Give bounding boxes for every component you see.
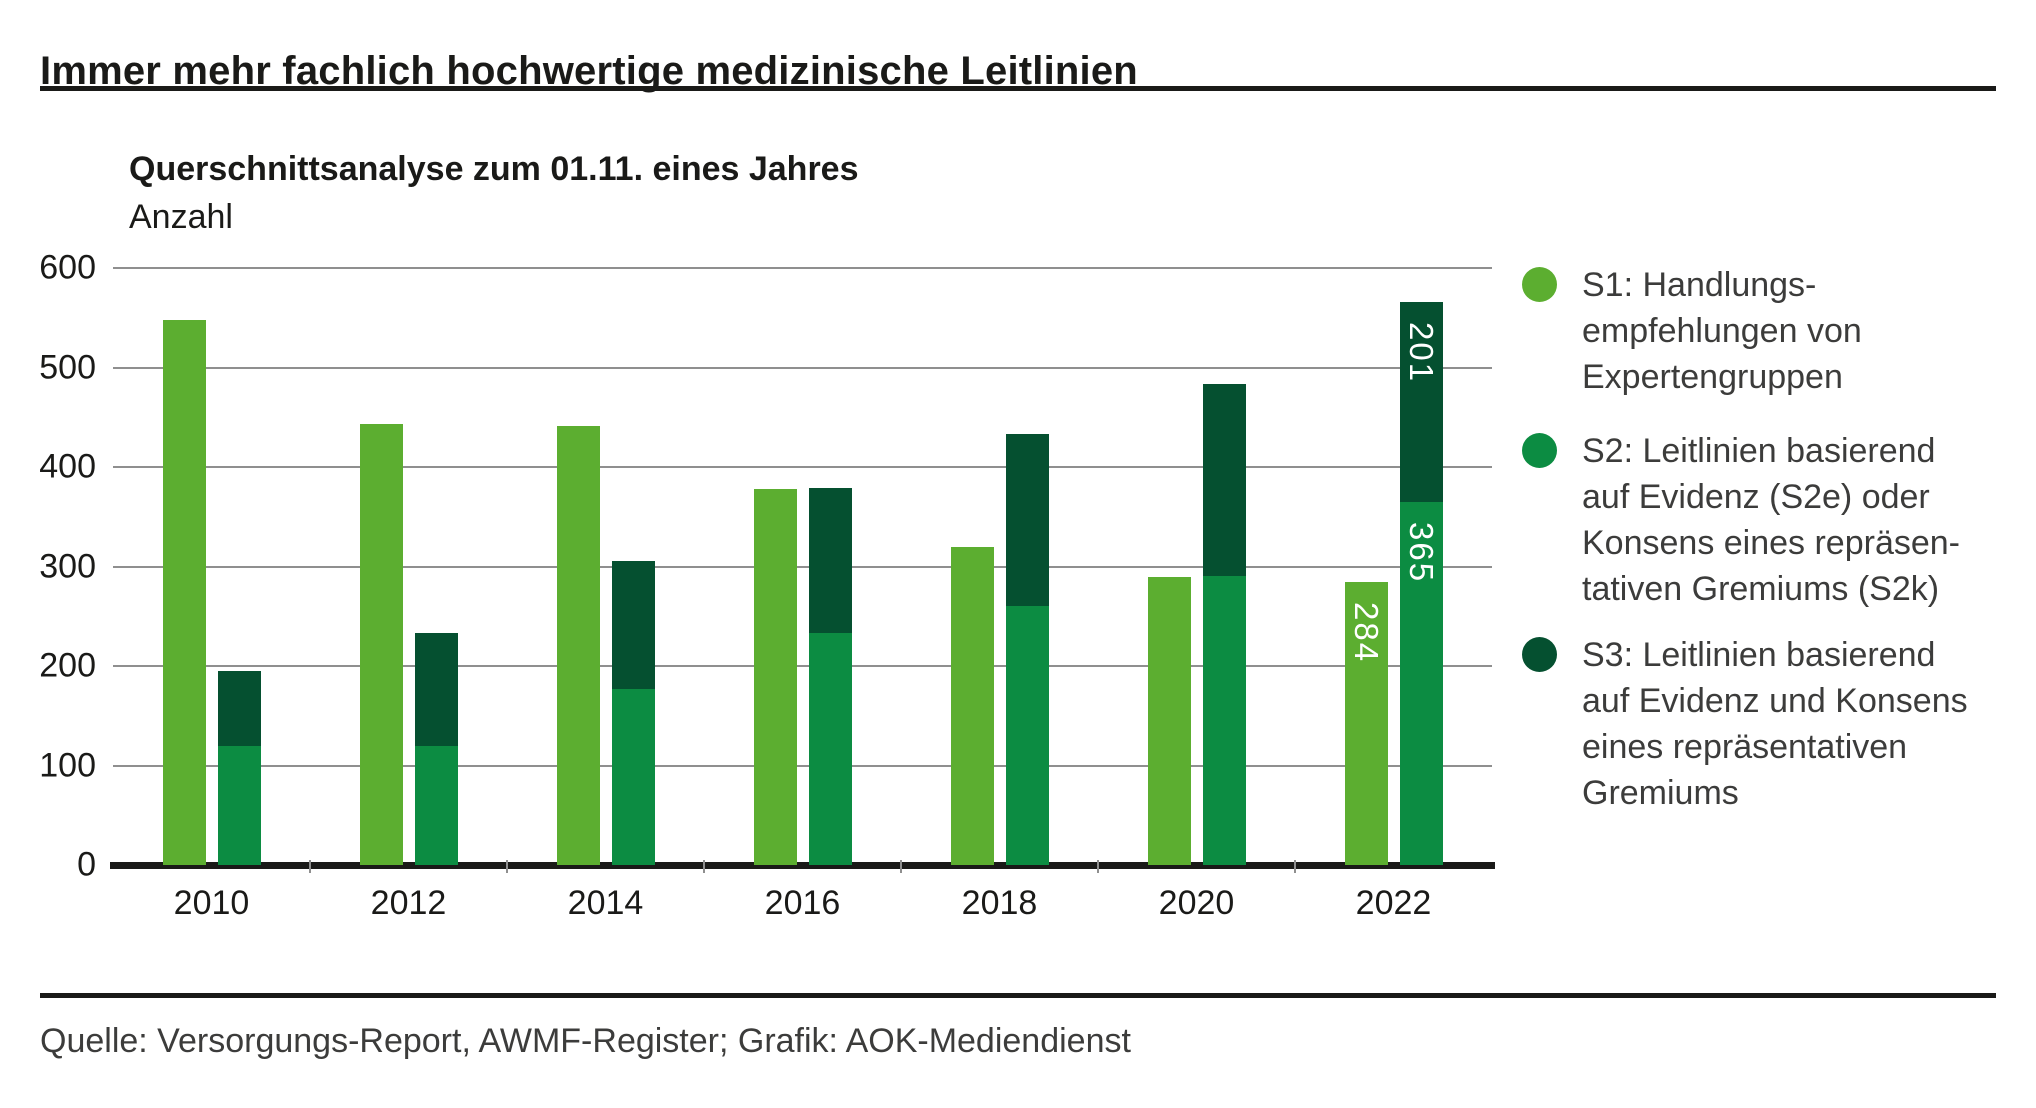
y-tick-500: 500: [39, 348, 96, 386]
x-tick-2018: 2018: [961, 884, 1038, 922]
segment-2022-s2: 365: [1399, 501, 1443, 865]
segment-2012-s2: [414, 745, 458, 865]
bar-2022-s1: 284: [1344, 582, 1388, 865]
gridline-400: [113, 466, 1492, 468]
source-credit: Quelle: Versorgungs-Report, AWMF-Registe…: [40, 1022, 1131, 1060]
x-tick-2022: 2022: [1355, 884, 1432, 922]
segment-2022-s3: 201: [1399, 301, 1443, 502]
gridline-600: [113, 267, 1492, 269]
axis-tick: [703, 860, 705, 873]
gridline-100: [113, 764, 1492, 767]
y-tick-200: 200: [39, 646, 96, 685]
legend-item-s2: S2: Leitlinien basierend auf Evidenz (S2…: [1516, 428, 1960, 612]
axis-tick: [309, 860, 311, 873]
legend-item-s1: S1: Handlungs- empfehlungen von Experten…: [1516, 262, 1862, 400]
page-title: Immer mehr fachlich hochwertige medizini…: [40, 48, 1138, 93]
y-tick-0: 0: [77, 845, 96, 884]
gridline-200: [113, 665, 1492, 667]
segment-2020-s2: [1202, 576, 1246, 865]
y-tick-300: 300: [39, 547, 96, 585]
axis-tick: [1097, 860, 1099, 873]
gridline-500: [113, 366, 1492, 369]
y-tick-100: 100: [39, 746, 96, 784]
segment-2016-s2: [808, 633, 852, 865]
y-tick-400: 400: [39, 447, 96, 486]
chart-subtitle: Querschnittsanalyse zum 01.11. eines Jah…: [129, 150, 859, 188]
y-axis-label: Anzahl: [129, 198, 233, 236]
gridline-300: [113, 565, 1492, 568]
axis-tick: [1294, 860, 1296, 873]
bar-2020-s1: [1147, 577, 1191, 865]
bar-2012-s1: [359, 424, 403, 865]
bar-2018-s1: [950, 546, 994, 865]
s3-legend-dot-icon: [1522, 637, 1557, 672]
chart-legend: S1: Handlungs- empfehlungen von Experten…: [1516, 0, 2036, 900]
legend-item-s3-label: S3: Leitlinien basierend auf Evidenz und…: [1582, 636, 1968, 812]
x-axis-line: [110, 862, 1495, 869]
segment-2014-s2: [611, 688, 655, 865]
bar-2010-s1: [162, 319, 206, 865]
title-rule: [40, 86, 1996, 91]
bottom-rule: [40, 993, 1996, 998]
segment-2020-s3: [1202, 384, 1246, 577]
bar-value-label: 365: [1403, 521, 1440, 583]
segment-2018-s3: [1005, 434, 1049, 607]
segment-2014-s3: [611, 560, 655, 689]
legend-item-s2-label: S2: Leitlinien basierend auf Evidenz (S2…: [1582, 432, 1961, 608]
x-tick-2012: 2012: [370, 884, 447, 922]
axis-tick: [900, 860, 902, 873]
y-tick-600: 600: [39, 248, 96, 287]
s1-legend-dot-icon: [1522, 267, 1557, 302]
segment-2016-s3: [808, 487, 852, 634]
x-tick-2016: 2016: [764, 884, 841, 922]
x-tick-2020: 2020: [1158, 884, 1235, 922]
s2-legend-dot-icon: [1522, 433, 1557, 468]
x-tick-2010: 2010: [173, 884, 250, 922]
segment-2012-s3: [414, 633, 458, 746]
legend-item-s3: S3: Leitlinien basierend auf Evidenz und…: [1516, 632, 1968, 816]
legend-item-s1-label: S1: Handlungs- empfehlungen von Experten…: [1582, 266, 1862, 396]
bar-2014-s1: [556, 426, 600, 865]
segment-2010-s2: [217, 745, 261, 865]
x-tick-2014: 2014: [567, 884, 644, 922]
segment-2018-s2: [1005, 606, 1049, 865]
segment-2010-s3: [217, 670, 261, 746]
bar-value-label: 201: [1403, 321, 1440, 383]
bar-value-label: 284: [1348, 602, 1385, 664]
axis-tick: [506, 860, 508, 873]
bar-2016-s1: [753, 488, 797, 865]
